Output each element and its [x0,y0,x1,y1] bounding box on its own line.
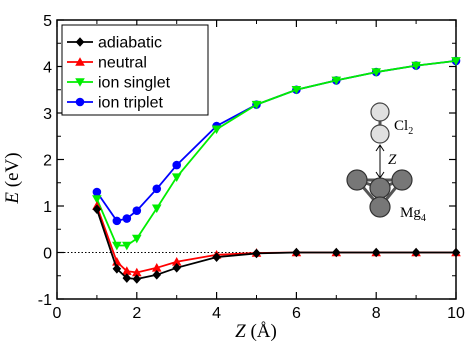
data-point-ion-singlet [151,204,162,214]
x-tick-label: 10 [447,305,465,322]
data-point-ion-singlet [451,57,461,66]
legend-entry-ion-triplet: ion triplet [67,95,163,112]
data-point-ion-singlet [331,76,342,86]
data-point-ion-singlet [122,241,132,251]
data-point-adiabatic [332,247,341,258]
x-axis-title: Z (Å) [235,321,277,341]
y-tick-label: 1 [43,199,52,216]
data-point-neutral [132,267,142,277]
x-tick-label: 6 [292,305,301,322]
mg-atom-center [369,177,391,199]
series-ion-singlet [92,57,461,251]
data-point-adiabatic [132,274,142,284]
legend-entry-adiabatic: adiabatic [67,35,162,52]
legend-label-ion-singlet: ion singlet [98,75,171,92]
data-point-adiabatic [112,263,122,274]
data-point-ion-singlet [112,241,122,251]
y-tick-label: 3 [43,106,52,123]
legend-label-neutral: neutral [98,55,147,72]
legend-swatch-marker [75,37,85,47]
data-point-adiabatic [371,247,381,258]
series-adiabatic [92,204,461,284]
y-tick-label: 4 [43,60,52,77]
legend-entry-neutral: neutral [67,55,147,72]
cl2-label: Cl2 [394,118,413,137]
data-point-adiabatic [122,273,132,283]
mg4-label: Mg4 [400,205,426,224]
data-point-adiabatic [212,252,221,262]
y-tick-label: -1 [38,292,52,309]
x-tick-label: 2 [132,305,141,322]
data-point-ion-singlet [251,100,262,110]
data-point-ion-triplet [132,206,142,215]
data-point-adiabatic [152,270,162,280]
legend-swatch-marker [75,97,85,107]
x-tick-label: 0 [53,305,62,322]
data-point-neutral [122,266,132,275]
data-point-adiabatic [411,247,421,258]
legend-label-adiabatic: adiabatic [98,35,162,52]
y-tick-label: 2 [43,153,52,170]
mg-atom-right [391,169,413,191]
legend-label-ion-triplet: ion triplet [98,95,163,112]
data-point-ion-triplet [152,184,162,194]
legend-swatch-marker [75,78,85,87]
legend: adiabatic neutral ion singlet ion triplet [61,24,209,116]
legend-box [61,24,209,116]
z-arrow-head-up [375,144,385,152]
data-point-adiabatic [172,263,181,273]
cl-atom-top [370,102,390,122]
data-point-adiabatic [92,204,102,215]
cl-atom-bottom [370,124,390,144]
series-layer [92,56,461,284]
data-point-ion-singlet [92,195,102,204]
x-tick-label: 4 [212,305,221,322]
data-point-ion-singlet [171,173,182,182]
x-tick-label: 8 [372,305,381,322]
data-point-ion-triplet [122,214,132,223]
mg-atom-left [346,169,368,191]
data-point-ion-triplet [112,216,122,226]
z-label: Z [388,152,397,168]
data-point-adiabatic [252,248,261,259]
data-point-neutral [171,257,182,266]
legend-swatch-marker [75,57,85,66]
molecule-inset: Cl2 Z Mg4 [346,102,426,224]
y-tick-label: 0 [43,246,52,263]
data-point-adiabatic [451,247,461,258]
y-axis-title: E (eV) [2,152,23,204]
data-point-ion-triplet [92,187,102,197]
y-tick-label: 5 [43,13,52,30]
data-point-ion-singlet [371,68,381,77]
data-point-ion-triplet [172,160,181,170]
data-point-neutral [151,263,162,272]
legend-entry-ion-singlet: ion singlet [67,75,171,92]
data-point-adiabatic [292,247,301,258]
data-point-ion-singlet [291,85,302,95]
data-point-ion-singlet [211,125,222,135]
data-point-ion-singlet [411,61,421,71]
mg-atom-bottom [369,196,391,218]
data-point-ion-singlet [132,234,142,244]
